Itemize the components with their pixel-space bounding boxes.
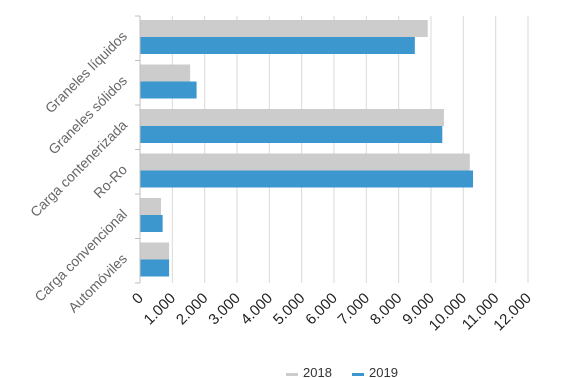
x-tick-label: 1.000 xyxy=(141,290,180,329)
bar-2019 xyxy=(140,215,163,232)
legend-label: 2019 xyxy=(369,365,398,378)
bar-2019 xyxy=(140,260,169,277)
x-tick-label: 5.000 xyxy=(270,290,309,329)
x-tick-label: 3.000 xyxy=(205,290,244,329)
legend-label: 2018 xyxy=(303,365,332,378)
x-tick-label: 8.000 xyxy=(367,290,406,329)
category-label: Graneles líquidos xyxy=(42,28,130,116)
x-tick-label: 6.000 xyxy=(302,290,341,329)
bar-2019 xyxy=(140,171,473,188)
category-label: Ro-Ro xyxy=(90,161,130,201)
legend-swatch-2019 xyxy=(352,373,364,376)
bar-2019 xyxy=(140,37,415,54)
category-label: Graneles sólidos xyxy=(45,72,130,157)
legend: 2018 2019 xyxy=(286,365,398,378)
legend-swatch-2018 xyxy=(286,373,298,376)
bar-2018 xyxy=(140,20,428,37)
bar-2018 xyxy=(140,243,169,260)
bars xyxy=(140,20,473,277)
x-tick-label: 0 xyxy=(129,290,147,308)
axes xyxy=(135,16,140,283)
bar-2018 xyxy=(140,109,444,126)
bar-2019 xyxy=(140,126,442,143)
grid xyxy=(172,16,528,283)
bar-2018 xyxy=(140,65,190,82)
bar-2019 xyxy=(140,82,197,99)
bar-2018 xyxy=(140,198,161,215)
x-tick-label: 7.000 xyxy=(335,290,374,329)
x-tick-label: 4.000 xyxy=(238,290,277,329)
bar-2018 xyxy=(140,154,470,171)
x-tick-label: 2.000 xyxy=(173,290,212,329)
